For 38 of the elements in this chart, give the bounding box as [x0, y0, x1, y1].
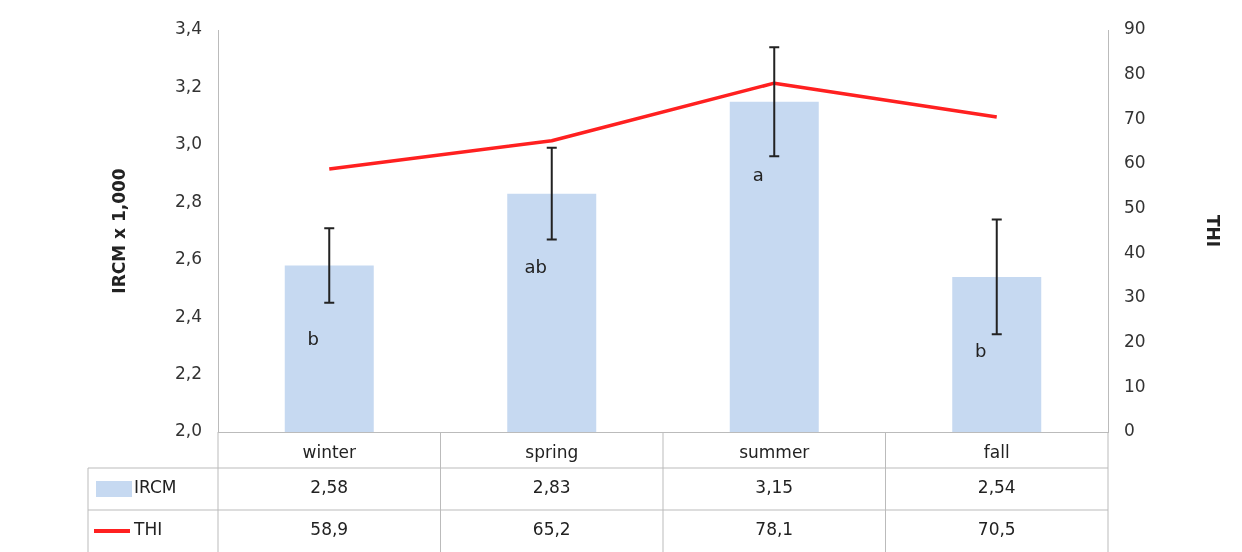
y2-tick-label: 50 [1124, 197, 1146, 218]
y-tick-label: 2,4 [174, 305, 202, 326]
annotation: b [975, 339, 987, 361]
y2-tick-label: 60 [1124, 152, 1146, 173]
y-tick-label: 3,2 [174, 75, 202, 96]
data-label: 2,58 [310, 477, 349, 498]
y2-tick-label: 30 [1124, 286, 1146, 307]
legend-label: THI [133, 519, 163, 540]
y2-tick-label: 90 [1124, 18, 1146, 39]
y-tick-label: 2,6 [174, 248, 202, 269]
y2-tick-label: 70 [1124, 107, 1146, 128]
annotation: ab [524, 256, 547, 278]
y2-tick-label: 80 [1124, 63, 1146, 84]
x-tick-label: fall [983, 441, 1010, 462]
y-tick-label: 3,0 [174, 133, 202, 154]
y-tick-label: 2,2 [174, 362, 202, 383]
data-label: 2,54 [977, 477, 1016, 498]
y2-tick-label: 20 [1124, 331, 1146, 352]
data-label: 2,83 [532, 477, 571, 498]
annotation: a [752, 164, 764, 186]
y-tick-label: 2,0 [174, 420, 202, 441]
x-tick-label: spring [525, 441, 579, 462]
data-label: 70,5 [977, 519, 1016, 540]
y2-tick-label: 0 [1124, 420, 1135, 441]
data-label: 78,1 [755, 519, 794, 540]
y-axis-title: IRCM x 1,000 [108, 168, 129, 294]
y2-tick-label: 10 [1124, 375, 1146, 396]
y2-axis-title: THI [1203, 214, 1224, 248]
data-label: 58,9 [310, 519, 349, 540]
annotation: b [307, 328, 319, 350]
y-tick-label: 2,8 [174, 190, 202, 211]
legend-label: IRCM [134, 477, 177, 498]
x-tick-label: winter [302, 441, 357, 462]
data-label: 3,15 [755, 477, 794, 498]
y2-tick-label: 40 [1124, 241, 1146, 262]
data-label: 65,2 [532, 519, 571, 540]
y-tick-label: 3,4 [174, 18, 202, 39]
x-tick-label: summer [739, 441, 810, 462]
